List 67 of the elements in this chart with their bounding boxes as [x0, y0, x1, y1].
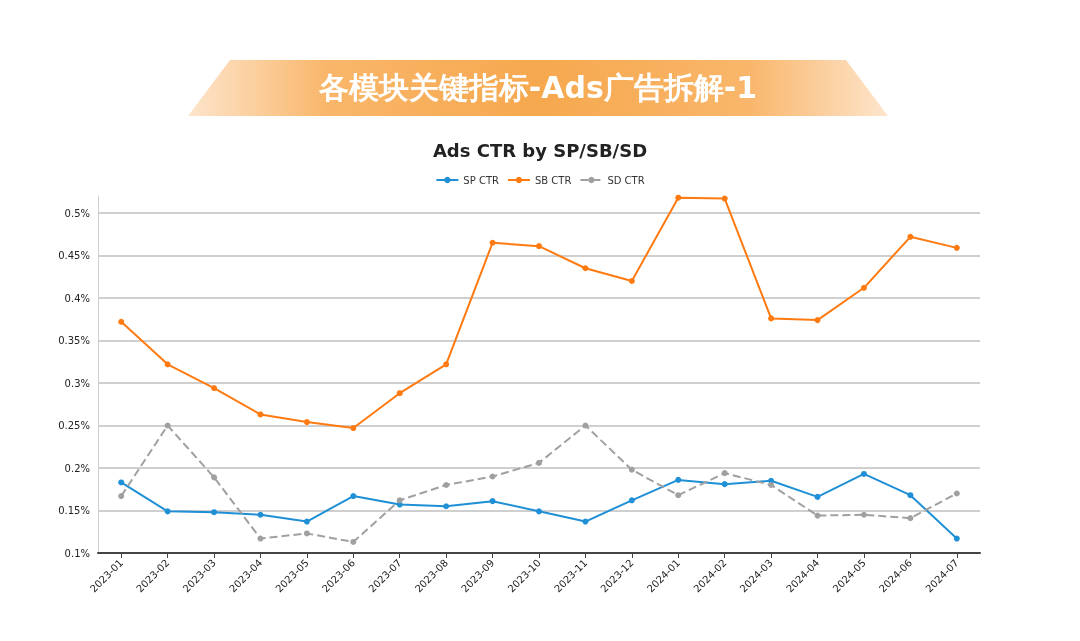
y-tick-label: 0.45%	[58, 250, 90, 261]
point	[303, 518, 310, 525]
point	[350, 493, 357, 500]
point	[118, 493, 125, 500]
point	[396, 497, 403, 504]
legend-label: SB CTR	[534, 174, 572, 186]
point	[628, 466, 635, 473]
point	[582, 265, 589, 272]
point	[118, 479, 125, 486]
point	[164, 422, 171, 429]
point	[211, 509, 218, 516]
point	[303, 530, 310, 537]
point	[118, 318, 125, 325]
point	[768, 482, 775, 488]
point	[257, 411, 264, 418]
y-tick-label: 0.25%	[58, 420, 90, 431]
point	[396, 390, 403, 397]
point	[814, 493, 821, 500]
point	[582, 422, 589, 429]
point	[257, 535, 264, 542]
y-tick-label: 0.4%	[64, 292, 90, 304]
chart-subtitle: Ads CTR by SP/SB/SD	[432, 139, 648, 161]
point	[211, 385, 218, 392]
point	[303, 419, 310, 426]
point	[536, 459, 542, 466]
point	[350, 538, 357, 545]
point	[489, 239, 496, 246]
point	[675, 194, 682, 201]
point	[489, 498, 496, 505]
point	[768, 315, 775, 322]
point	[628, 497, 635, 504]
point	[443, 361, 450, 368]
point	[953, 244, 960, 251]
y-tick-label: 0.1%	[64, 547, 90, 559]
point	[860, 511, 867, 518]
point	[907, 492, 914, 499]
point	[675, 492, 682, 499]
legend-label: SD CTR	[607, 174, 645, 186]
point	[814, 512, 821, 519]
point	[860, 470, 867, 477]
point	[814, 317, 821, 324]
point	[721, 481, 728, 488]
y-tick-label: 0.3%	[64, 377, 90, 389]
point	[721, 470, 728, 477]
point	[675, 476, 682, 483]
point	[489, 473, 496, 480]
y-tick-label: 0.5%	[64, 207, 90, 219]
y-tick-label: 0.35%	[58, 335, 90, 346]
point	[443, 482, 450, 488]
point	[907, 515, 914, 522]
point	[582, 518, 589, 525]
point	[536, 508, 542, 515]
point	[907, 233, 914, 240]
point	[628, 278, 635, 284]
point	[211, 474, 218, 481]
point	[257, 511, 264, 518]
point	[443, 503, 450, 510]
y-tick-label: 0.15%	[58, 505, 90, 516]
point	[164, 361, 171, 368]
point	[953, 535, 960, 542]
legend-label: SP CTR	[463, 174, 499, 186]
point	[164, 508, 171, 515]
point	[350, 425, 357, 432]
y-tick-label: 0.2%	[64, 462, 90, 474]
point	[536, 243, 542, 250]
point	[860, 284, 867, 291]
point	[953, 490, 960, 497]
